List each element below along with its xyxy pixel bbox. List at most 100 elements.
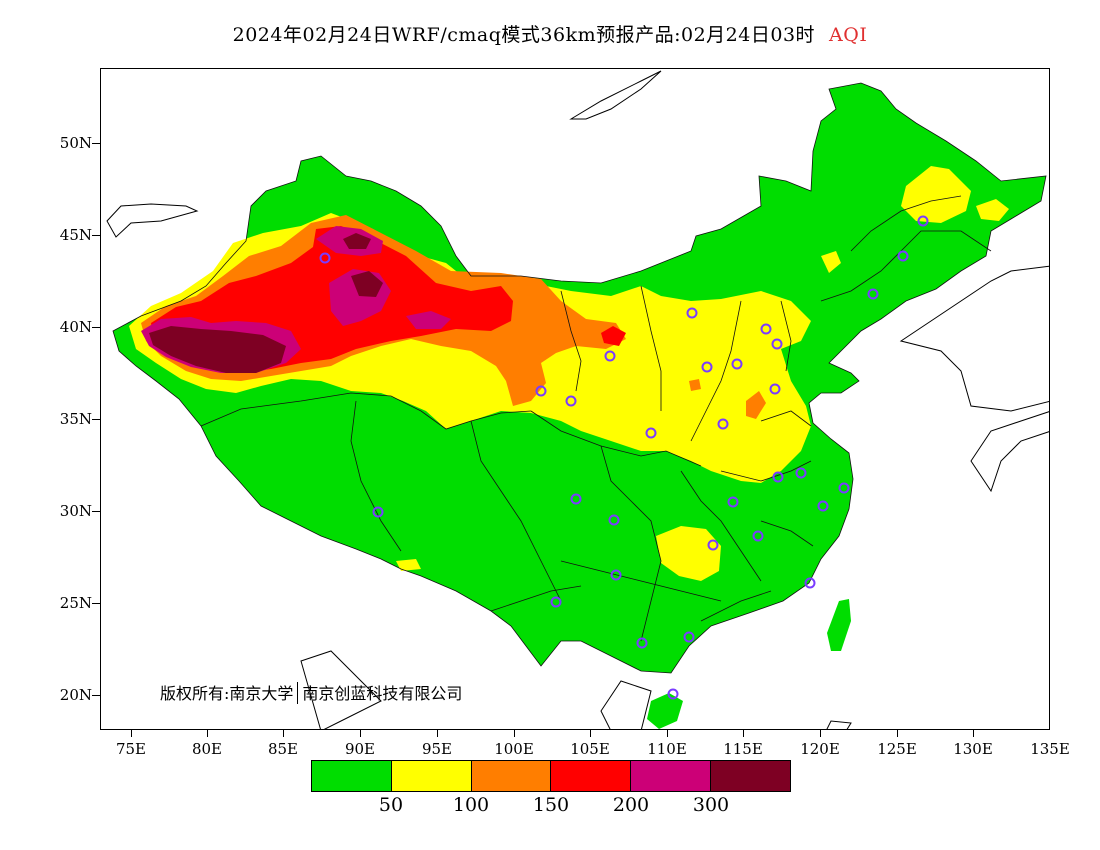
- station-marker: [917, 215, 929, 227]
- station-marker: [610, 569, 622, 581]
- x-tick: [437, 730, 438, 737]
- x-tick: [973, 730, 974, 737]
- aqi-zone-moderate: [976, 199, 1009, 221]
- legend-label-50: 50: [378, 794, 404, 816]
- legend-label-300: 300: [692, 794, 730, 816]
- legend-label-150: 150: [532, 794, 570, 816]
- x-label-125e: 125E: [877, 740, 917, 758]
- coastline-japan: [970, 411, 1049, 493]
- x-tick: [743, 730, 744, 737]
- x-label-95e: 95E: [421, 740, 453, 758]
- station-marker: [667, 688, 679, 700]
- aqi-zone-moderate: [396, 559, 421, 571]
- coastline-vietnam: [600, 680, 652, 729]
- station-marker: [565, 395, 577, 407]
- legend-swatch-0: [312, 761, 392, 791]
- station-marker: [817, 500, 829, 512]
- station-marker: [752, 530, 764, 542]
- y-label-30n: 30N: [59, 502, 92, 520]
- station-marker: [727, 496, 739, 508]
- title-main: 2024年02月24日WRF/cmaq模式36km预报产品:02月24日03时: [232, 24, 816, 46]
- station-marker: [760, 323, 772, 335]
- x-tick: [360, 730, 361, 737]
- y-tick: [92, 695, 100, 696]
- x-tick: [131, 730, 132, 737]
- station-marker: [608, 514, 620, 526]
- title-variable: AQI: [829, 24, 868, 46]
- copyright-left: 版权所有:南京大学: [160, 684, 294, 703]
- coastline-west: [106, 203, 199, 238]
- x-label-135e: 135E: [1030, 740, 1070, 758]
- legend-swatch-4: [631, 761, 712, 791]
- aqi-zone-hazardous: [149, 326, 286, 373]
- station-marker: [897, 250, 909, 262]
- aqi-zone-unhealthy: [601, 326, 626, 346]
- station-marker: [535, 385, 547, 397]
- aqi-map: [100, 68, 1050, 730]
- station-marker: [550, 596, 562, 608]
- legend-swatch-3: [551, 761, 632, 791]
- coastline-outlines: [106, 70, 1049, 729]
- x-label-120e: 120E: [800, 740, 840, 758]
- coastline-lake-baikal: [569, 70, 662, 120]
- aqi-zone-hazardous: [351, 271, 383, 297]
- y-label-40n: 40N: [59, 318, 92, 336]
- station-marker: [717, 418, 729, 430]
- y-label-20n: 20N: [59, 686, 92, 704]
- x-label-90e: 90E: [344, 740, 376, 758]
- y-tick: [92, 419, 100, 420]
- station-marker: [707, 539, 719, 551]
- x-tick: [283, 730, 284, 737]
- x-tick: [897, 730, 898, 737]
- y-tick: [92, 235, 100, 236]
- aqi-zone-taiwan: [827, 599, 851, 651]
- aqi-zone-moderate: [901, 166, 971, 223]
- legend-label-200: 200: [612, 794, 650, 816]
- x-tick: [207, 730, 208, 737]
- y-tick: [92, 603, 100, 604]
- copyright-separator: [297, 682, 299, 704]
- coastline-philippines: [826, 720, 852, 729]
- aqi-zone-moderate: [656, 526, 721, 581]
- station-marker: [701, 361, 713, 373]
- x-label-110e: 110E: [647, 740, 687, 758]
- x-label-130e: 130E: [953, 740, 993, 758]
- aqi-zone-very-unhealthy: [406, 311, 451, 329]
- station-marker: [686, 307, 698, 319]
- legend-swatch-1: [391, 761, 472, 791]
- x-tick: [514, 730, 515, 737]
- y-tick: [92, 143, 100, 144]
- station-marker: [838, 482, 850, 494]
- aqi-zone-hazardous: [343, 233, 371, 249]
- x-tick: [590, 730, 591, 737]
- legend-label-100: 100: [452, 794, 490, 816]
- copyright-notice: 版权所有:南京大学 南京创蓝科技有限公司: [160, 680, 462, 704]
- y-label-50n: 50N: [59, 134, 92, 152]
- aqi-zone-moderate: [821, 251, 841, 273]
- station-marker: [645, 427, 657, 439]
- x-label-100e: 100E: [494, 740, 534, 758]
- station-marker: [731, 358, 743, 370]
- y-label-25n: 25N: [59, 594, 92, 612]
- x-label-105e: 105E: [570, 740, 610, 758]
- station-marker: [772, 471, 784, 483]
- x-label-80e: 80E: [191, 740, 223, 758]
- legend-swatch-2: [471, 761, 552, 791]
- station-marker: [636, 637, 648, 649]
- y-tick: [92, 327, 100, 328]
- station-marker: [795, 467, 807, 479]
- y-label-45n: 45N: [59, 226, 92, 244]
- station-marker: [604, 350, 616, 362]
- station-marker: [867, 288, 879, 300]
- station-marker: [771, 338, 783, 350]
- station-marker: [570, 493, 582, 505]
- aqi-zone-unhealthy-sensitive: [689, 379, 701, 391]
- coastline-southeast-asia: [300, 650, 382, 729]
- station-marker: [319, 252, 331, 264]
- legend-swatch-5: [711, 761, 790, 791]
- station-marker: [683, 631, 695, 643]
- y-label-35n: 35N: [59, 410, 92, 428]
- x-tick: [820, 730, 821, 737]
- x-tick: [667, 730, 668, 737]
- x-label-85e: 85E: [267, 740, 299, 758]
